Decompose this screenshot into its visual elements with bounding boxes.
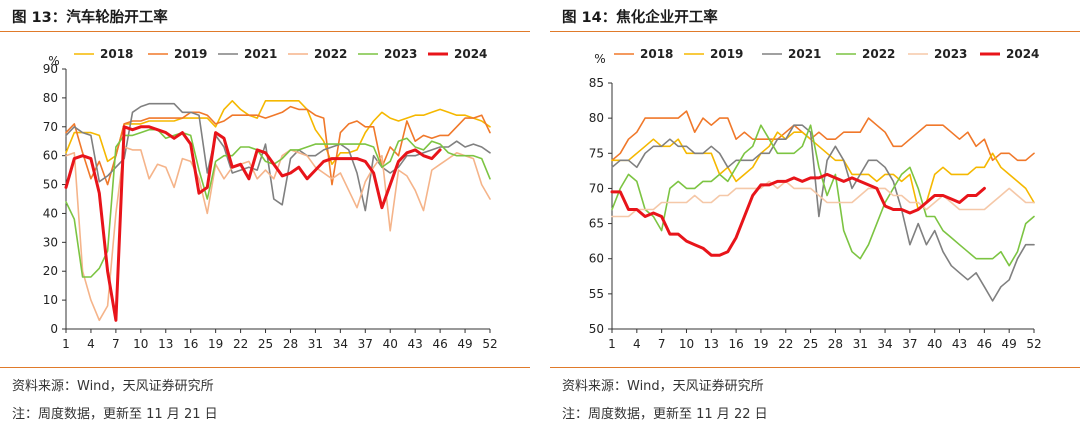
legend-label-2019: 2019 [174,47,207,61]
coking-line-chart: 50 55 60 65 70 75 80 85 1 4 7 10 13 16 19 22 25 28 31 34 37 4… [589,47,1042,351]
panel-tire-utilization: 图 13：汽车轮胎开工率 0 10 20 30 40 50 60 70 80 90 1 4 7 10 13 1… [0,0,530,425]
x-tick-label: 7 [658,337,666,351]
y-tick-label: 10 [43,293,58,307]
y-tick-label: 75 [589,146,604,160]
x-tick-label: 13 [158,337,173,351]
x-tick-label: 40 [383,337,398,351]
x-tick-label: 7 [112,337,120,351]
y-tick-label: 55 [589,287,604,301]
x-tick-label: 4 [633,337,641,351]
title-rule [0,31,530,32]
series-line-2018 [65,100,491,166]
x-tick-label: 37 [358,337,373,351]
y-tick-label: 90 [43,62,58,76]
series-line-2024 [64,125,442,322]
y-tick-label: 70 [43,120,58,134]
x-tick-label: 40 [927,337,942,351]
legend-label-2023: 2023 [934,47,967,61]
x-tick-label: 34 [333,337,348,351]
x-tick-label: 28 [283,337,298,351]
note-text: 注：周度数据，更新至 11 月 21 日 [12,407,218,422]
x-tick-label: 25 [258,337,273,351]
x-tick-label: 37 [902,337,917,351]
legend-label-2018: 2018 [100,47,133,61]
x-tick-label: 49 [1002,337,1017,351]
y-tick-label: 70 [589,181,604,195]
source-text: 资料来源：Wind，天风证券研究所 [12,379,214,394]
legend-label-2022: 2022 [862,47,895,61]
legend-label-2023: 2023 [384,47,417,61]
y-tick-label: 50 [43,178,58,192]
x-tick-label: 34 [877,337,892,351]
x-tick-label: 16 [728,337,743,351]
y-tick-label: 40 [43,206,58,220]
y-tick-label: 80 [43,91,58,105]
x-tick-label: 25 [803,337,818,351]
y-tick-label: 50 [589,322,604,336]
x-tick-label: 19 [753,337,768,351]
x-tick-label: 43 [952,337,967,351]
chart-title: 图 14：焦化企业开工率 [562,10,718,26]
series-line-2021 [611,124,1035,302]
y-tick-label: 20 [43,264,58,278]
legend-label-2024: 2024 [454,47,487,61]
series-line-2023 [65,128,491,278]
tire-line-chart: 0 10 20 30 40 50 60 70 80 90 1 4 7 10 13 16 19 22 25 28 31 34… [43,47,498,351]
x-tick-label: 4 [87,337,95,351]
y-tick-label: 60 [43,149,58,163]
y-unit-label: % [594,52,605,66]
series-line-2018 [611,110,1035,162]
series-line-2022 [611,124,1035,267]
x-tick-label: 43 [408,337,423,351]
x-tick-label: 13 [704,337,719,351]
legend-label-2024: 2024 [1006,47,1039,61]
series-line-2019 [65,105,491,186]
x-tick-label: 10 [133,337,148,351]
x-tick-label: 52 [482,337,497,351]
x-tick-label: 46 [432,337,447,351]
legend-label-2021: 2021 [244,47,277,61]
y-tick-label: 80 [589,111,604,125]
y-tick-label: 0 [50,322,58,336]
legend-label-2018: 2018 [640,47,673,61]
y-tick-label: 60 [589,252,604,266]
x-tick-label: 49 [457,337,472,351]
x-tick-label: 1 [608,337,616,351]
x-tick-label: 28 [828,337,843,351]
legend-label-2021: 2021 [788,47,821,61]
x-tick-label: 1 [62,337,70,351]
x-tick-label: 22 [233,337,248,351]
x-tick-label: 31 [853,337,868,351]
x-tick-label: 16 [183,337,198,351]
x-tick-label: 19 [208,337,223,351]
title-rule [550,31,1080,32]
series-line-2022 [65,146,491,322]
footer-rule [0,367,530,368]
x-tick-label: 52 [1026,337,1041,351]
x-tick-label: 31 [308,337,323,351]
series-line-2023 [611,180,1035,218]
chart-title: 图 13：汽车轮胎开工率 [12,10,168,26]
x-tick-label: 46 [977,337,992,351]
y-tick-label: 65 [589,217,604,231]
y-unit-label: % [48,54,59,68]
note-text: 注：周度数据，更新至 11 月 22 日 [562,407,768,422]
y-tick-label: 85 [589,76,604,90]
legend-label-2022: 2022 [314,47,347,61]
source-text: 资料来源：Wind，天风证券研究所 [562,379,764,394]
panel-coking-utilization: 图 14：焦化企业开工率 50 55 60 65 70 75 80 85 1 4 7 10 13 16 19… [550,0,1080,425]
x-tick-label: 10 [679,337,694,351]
series-line-2024 [610,172,986,257]
x-tick-label: 22 [778,337,793,351]
legend-label-2019: 2019 [710,47,743,61]
footer-rule [550,367,1080,368]
y-tick-label: 30 [43,235,58,249]
